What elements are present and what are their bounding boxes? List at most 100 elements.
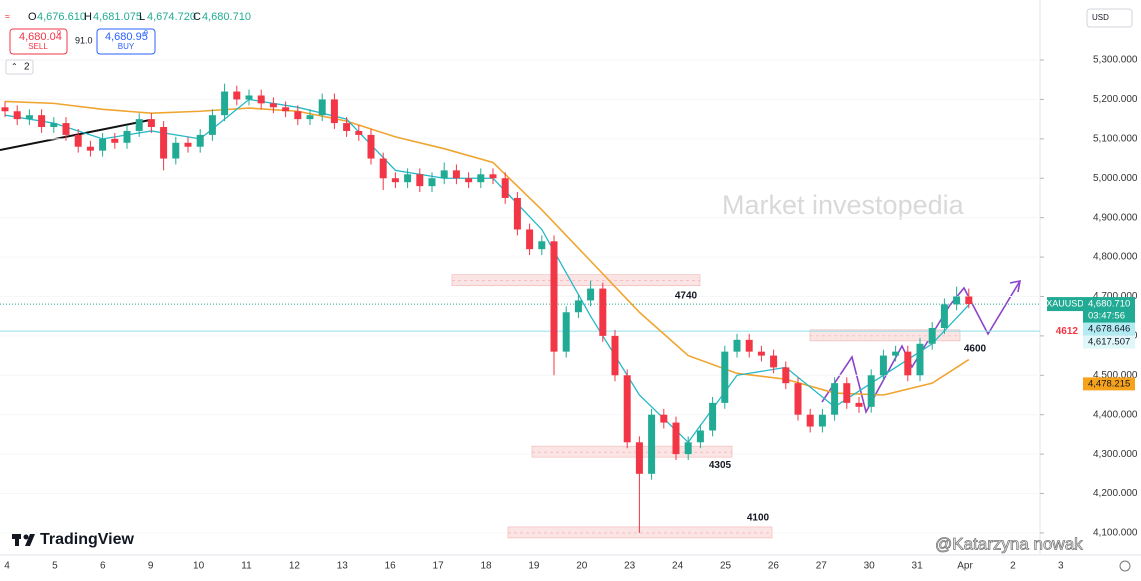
candle-body xyxy=(379,158,387,179)
level-label: 4305 xyxy=(709,460,732,471)
candle-body xyxy=(111,138,119,143)
x-tick-label: 24 xyxy=(672,561,684,572)
y-tick-label: 4,200.000 xyxy=(1093,488,1138,499)
sell-pip: 0 xyxy=(57,30,61,37)
candle-body xyxy=(709,402,717,431)
candle-body xyxy=(135,119,143,131)
logo-mark xyxy=(15,534,19,546)
candle-body xyxy=(160,127,168,159)
candle-body xyxy=(86,146,94,151)
candle-body xyxy=(172,142,180,159)
candle-body xyxy=(794,383,802,415)
y-tick-label: 4,100.000 xyxy=(1093,528,1138,539)
candle-body xyxy=(355,130,363,135)
candle-body xyxy=(99,138,107,151)
last-price-label: 4,680.710 xyxy=(1088,299,1130,310)
brand: TradingView xyxy=(40,531,135,548)
candle-body xyxy=(13,111,21,120)
candle-body xyxy=(196,134,204,147)
candle-body xyxy=(831,383,839,415)
level-zone xyxy=(809,329,961,342)
level-line-label: 4612 xyxy=(1056,326,1079,337)
sell-button[interactable] xyxy=(9,28,68,55)
ohlc-key: L xyxy=(139,11,145,23)
candle-body xyxy=(843,383,851,403)
candle-body xyxy=(25,115,33,120)
ohlc-key: H xyxy=(84,11,92,23)
candle-body xyxy=(770,355,778,368)
candle-body xyxy=(733,339,741,352)
x-tick-label: 19 xyxy=(528,561,540,572)
candle-body xyxy=(526,229,534,250)
x-tick-label: 30 xyxy=(864,561,876,572)
buy-button[interactable] xyxy=(96,28,156,55)
y-tick-label: 4,400.000 xyxy=(1093,409,1138,420)
candle-body xyxy=(599,288,607,336)
ma-tag-label: 4,478.215 xyxy=(1088,378,1130,389)
candle-body xyxy=(892,351,900,356)
candle-body xyxy=(611,335,619,376)
buy-label: BUY xyxy=(118,42,135,51)
signature: @Katarzyna nowak xyxy=(935,534,1083,553)
x-tick-label: 4 xyxy=(4,561,10,572)
logo-mark xyxy=(25,534,35,546)
candle-body xyxy=(123,130,131,143)
x-tick-label: 12 xyxy=(289,561,301,572)
ohlc-value: 4,674.720 xyxy=(147,11,196,23)
x-tick-label: 16 xyxy=(385,561,397,572)
candle-body xyxy=(391,178,399,183)
candle-body xyxy=(208,115,216,135)
candle-body xyxy=(477,174,485,183)
level-label: 4740 xyxy=(675,290,698,301)
level-label: 4100 xyxy=(747,513,770,524)
symbol-tag xyxy=(1047,297,1083,312)
x-tick-label: 9 xyxy=(148,561,154,572)
logo-mark xyxy=(23,534,29,540)
countdown: 03:47:56 xyxy=(1088,311,1125,322)
candle-body xyxy=(672,422,680,455)
y-tick-label: 4,800.000 xyxy=(1093,252,1138,263)
level-zone xyxy=(507,526,773,539)
x-tick-label: 18 xyxy=(480,561,492,572)
candle-body xyxy=(1,107,9,112)
x-tick-label: 11 xyxy=(241,561,252,572)
candle-body xyxy=(684,442,692,455)
candle-body xyxy=(587,288,595,301)
x-tick-label: 25 xyxy=(720,561,732,572)
candle-body xyxy=(818,414,826,427)
candle-body xyxy=(648,414,656,474)
candle-body xyxy=(904,351,912,376)
ohlc-value: 4,680.710 xyxy=(202,11,251,23)
candle-body xyxy=(38,115,46,128)
x-tick-label: 3 xyxy=(1058,561,1064,572)
y-tick-label: 4,300.000 xyxy=(1093,449,1138,460)
y-tick-label: 5,000.000 xyxy=(1093,173,1138,184)
candle-body xyxy=(855,402,863,407)
candle-body xyxy=(696,430,704,443)
candle-body xyxy=(806,414,814,427)
ohlc-key: O xyxy=(28,11,37,23)
x-tick-label: 23 xyxy=(624,561,636,572)
currency-button[interactable] xyxy=(1086,8,1133,28)
buy-pip: 0 xyxy=(144,30,148,37)
x-tick-label: Apr xyxy=(957,561,973,572)
sell-price: 4,680.04 xyxy=(19,31,62,43)
candle-body xyxy=(562,312,570,352)
candle-body xyxy=(574,300,582,313)
x-tick-label: 17 xyxy=(433,561,445,572)
candle-body xyxy=(867,375,875,407)
settings-icon[interactable] xyxy=(1119,560,1131,572)
indicator-toggle[interactable] xyxy=(5,59,34,75)
collapse-icon: ⌃ xyxy=(11,62,18,71)
candle-body xyxy=(721,351,729,403)
indicator-count: 2 xyxy=(24,62,30,73)
ma-tag xyxy=(1083,335,1135,349)
candle-body xyxy=(233,91,241,100)
candle-body xyxy=(257,95,265,104)
candle-body xyxy=(623,375,631,443)
y-tick-label: 4,700.000 xyxy=(1093,291,1138,302)
candle-body xyxy=(318,99,326,116)
